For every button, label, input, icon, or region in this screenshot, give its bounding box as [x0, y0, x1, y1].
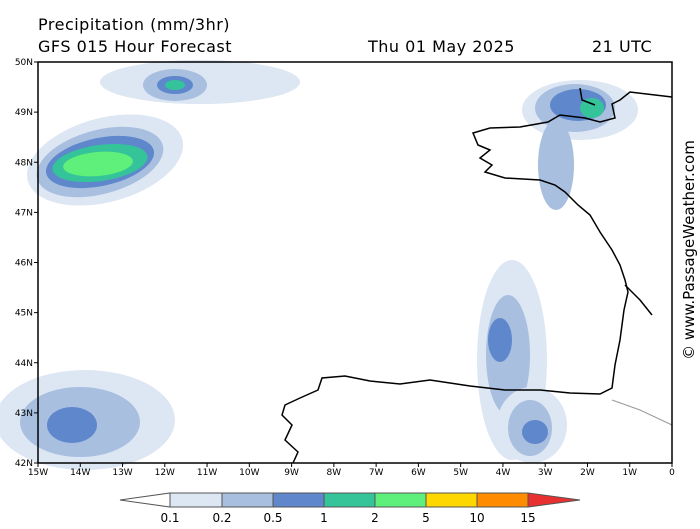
lon-label: 2W — [580, 468, 595, 478]
lat-label: 50N — [15, 58, 33, 68]
precip-area — [165, 80, 185, 90]
legend-label: 0.2 — [212, 511, 231, 525]
precip-area — [538, 120, 574, 210]
lon-label: 11W — [197, 468, 217, 478]
lon-label: 4W — [496, 468, 511, 478]
estuary — [624, 284, 653, 316]
precip-area — [580, 98, 604, 118]
lat-label: 49N — [15, 108, 33, 118]
date: Thu 01 May 2025 — [367, 37, 515, 56]
legend-label: 0.5 — [263, 511, 282, 525]
lon-label: 8W — [327, 468, 342, 478]
lat-label: 47N — [15, 208, 33, 218]
lon-label: 9W — [284, 468, 299, 478]
lat-label: 45N — [15, 309, 33, 319]
legend-label: 10 — [469, 511, 484, 525]
title: Precipitation (mm/3hr) — [38, 15, 230, 34]
lon-label: 13W — [112, 468, 132, 478]
lat-label: 43N — [15, 409, 33, 419]
precip-area — [47, 407, 97, 443]
legend-label: 2 — [371, 511, 379, 525]
colorbar-segment — [374, 492, 427, 508]
lon-label: 12W — [155, 468, 175, 478]
colorbar-segment — [272, 492, 325, 508]
lat-label: 48N — [15, 158, 33, 168]
lon-label: 3W — [538, 468, 553, 478]
coast-path — [281, 91, 673, 464]
coastline — [281, 87, 673, 464]
colorbar-segment — [323, 492, 376, 508]
colorbar-segment — [476, 492, 529, 508]
lon-label: 14W — [70, 468, 90, 478]
legend-label: 1 — [320, 511, 328, 525]
lon-label: 1W — [622, 468, 637, 478]
colorbar-segment — [169, 492, 223, 508]
subtitle: GFS 015 Hour Forecast — [38, 37, 232, 56]
precip-area — [63, 151, 133, 177]
coast-path — [579, 87, 596, 106]
colorbar-segment — [425, 492, 478, 508]
legend: 0.1 0.2 0.5 1 2 5 10 15 — [160, 511, 535, 525]
border — [611, 399, 673, 426]
lon-label: 5W — [453, 468, 468, 478]
lat-label: 42N — [15, 459, 33, 469]
colorbar-segment — [527, 492, 581, 508]
colorbar-segment — [221, 492, 274, 508]
legend-label: 0.1 — [160, 511, 179, 525]
time: 21 UTC — [592, 37, 652, 56]
lat-label: 44N — [15, 359, 33, 369]
colorbar — [119, 492, 581, 508]
lon-label: 10W — [239, 468, 259, 478]
precip-area — [522, 420, 548, 444]
watermark: © www.PassageWeather.com — [680, 140, 698, 360]
lon-label: 7W — [369, 468, 384, 478]
lon-label: 15W — [28, 468, 48, 478]
lon-label: 0 — [669, 468, 675, 478]
precipitation — [0, 60, 638, 470]
precip-area — [488, 318, 512, 362]
lat-label: 46N — [15, 259, 33, 269]
legend-label: 15 — [520, 511, 535, 525]
legend-label: 5 — [422, 511, 430, 525]
lon-label: 6W — [411, 468, 426, 478]
